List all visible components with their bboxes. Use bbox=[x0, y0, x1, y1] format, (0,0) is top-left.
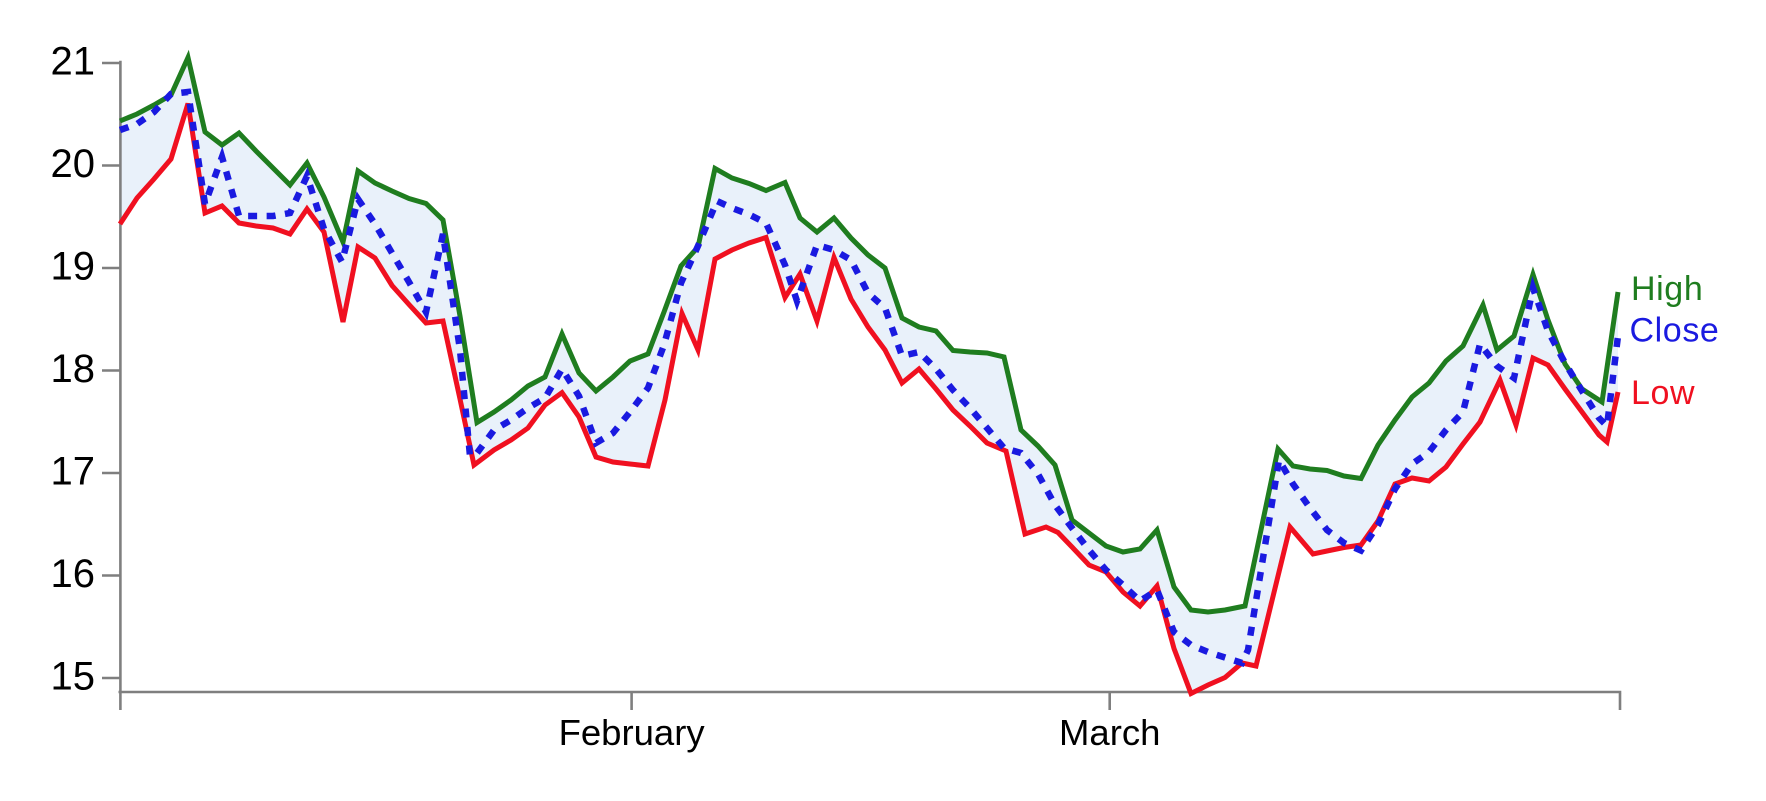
svg-text:16: 16 bbox=[51, 552, 96, 596]
svg-text:15: 15 bbox=[51, 655, 96, 699]
svg-text:20: 20 bbox=[51, 142, 96, 186]
svg-text:18: 18 bbox=[51, 347, 96, 391]
svg-text:March: March bbox=[1059, 712, 1160, 753]
svg-text:17: 17 bbox=[51, 450, 96, 494]
svg-text:19: 19 bbox=[51, 245, 96, 289]
svg-text:February: February bbox=[559, 712, 706, 753]
svg-text:21: 21 bbox=[51, 40, 96, 84]
svg-text:High: High bbox=[1631, 270, 1703, 308]
svg-text:Close: Close bbox=[1630, 312, 1720, 350]
svg-text:Low: Low bbox=[1631, 374, 1695, 412]
